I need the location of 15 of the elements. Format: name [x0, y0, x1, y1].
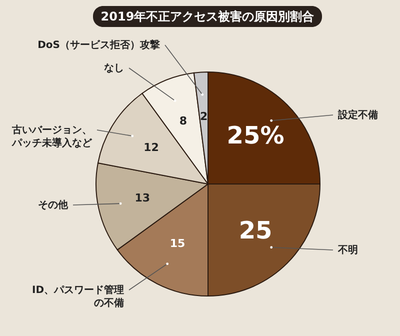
- data-label: 25%: [226, 121, 284, 150]
- chart-title: 2019年不正アクセス被害の原因別割合: [100, 10, 316, 24]
- slice-label: 不明: [337, 244, 358, 256]
- data-label: 25: [238, 216, 272, 245]
- data-label: 15: [170, 236, 186, 250]
- data-label: 13: [134, 192, 150, 205]
- slice-label: DoS（サービス拒否）攻撃: [38, 39, 160, 51]
- slice-label: その他: [38, 199, 69, 211]
- slice-label: ID、パスワード管理の不備: [32, 284, 124, 309]
- data-label: 2: [200, 110, 208, 123]
- slice-label: 古いバージョン、パッチ未導入など: [11, 124, 93, 149]
- slice-label: 設定不備: [337, 109, 378, 121]
- slice-label: なし: [104, 63, 124, 74]
- data-label: 8: [179, 114, 188, 128]
- data-label: 12: [144, 140, 159, 154]
